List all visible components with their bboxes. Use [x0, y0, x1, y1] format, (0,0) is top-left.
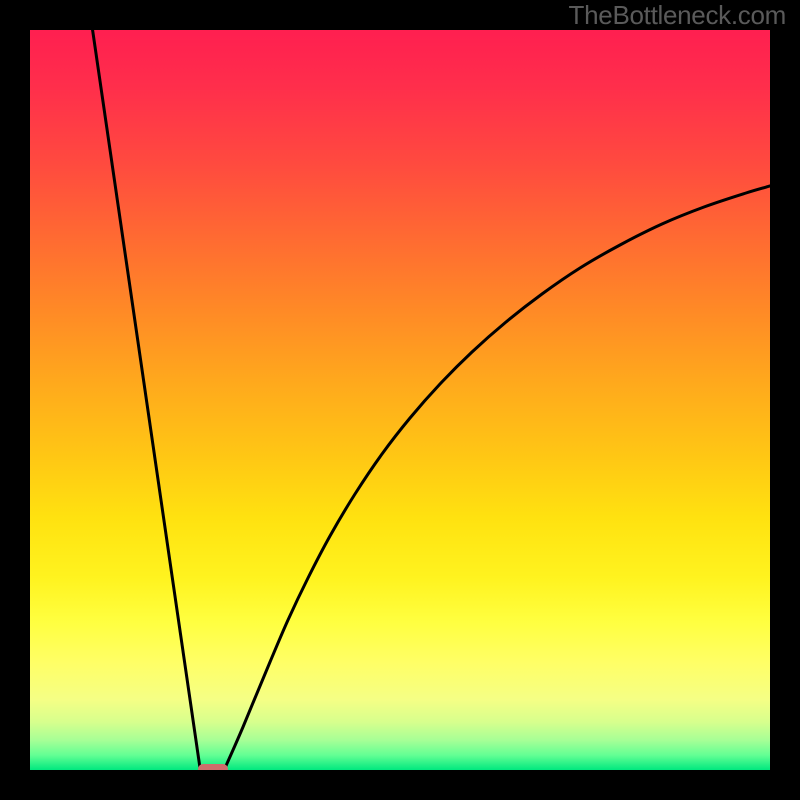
bottleneck-curve	[30, 30, 770, 770]
curve-right-segment	[225, 186, 770, 768]
plot-area	[30, 30, 770, 770]
minimum-marker	[198, 764, 228, 770]
curve-left-segment	[92, 30, 200, 768]
watermark-text: TheBottleneck.com	[569, 0, 786, 31]
